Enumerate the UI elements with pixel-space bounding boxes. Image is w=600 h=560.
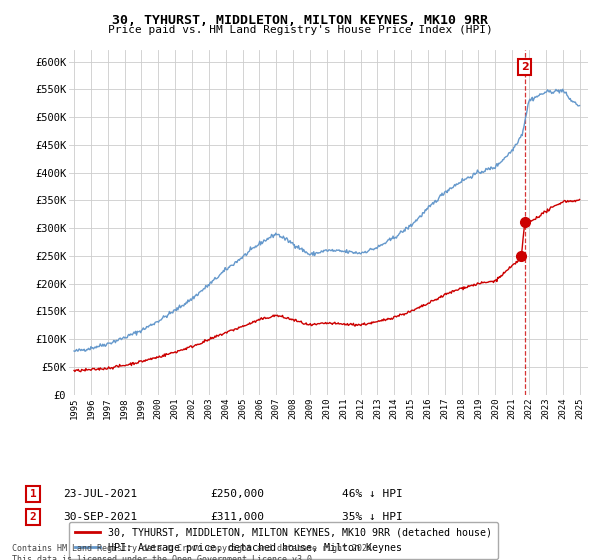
Legend: 30, TYHURST, MIDDLETON, MILTON KEYNES, MK10 9RR (detached house), HPI: Average p: 30, TYHURST, MIDDLETON, MILTON KEYNES, M… bbox=[69, 521, 498, 558]
Text: 30, TYHURST, MIDDLETON, MILTON KEYNES, MK10 9RR: 30, TYHURST, MIDDLETON, MILTON KEYNES, M… bbox=[112, 14, 488, 27]
Text: Contains HM Land Registry data © Crown copyright and database right 2024.
This d: Contains HM Land Registry data © Crown c… bbox=[12, 544, 377, 560]
Text: 2: 2 bbox=[521, 62, 529, 72]
Text: £311,000: £311,000 bbox=[210, 512, 264, 522]
Text: 30-SEP-2021: 30-SEP-2021 bbox=[63, 512, 137, 522]
Text: 2: 2 bbox=[29, 512, 37, 522]
Text: 35% ↓ HPI: 35% ↓ HPI bbox=[342, 512, 403, 522]
Text: 1: 1 bbox=[29, 489, 37, 499]
Text: 23-JUL-2021: 23-JUL-2021 bbox=[63, 489, 137, 499]
Text: £250,000: £250,000 bbox=[210, 489, 264, 499]
Text: Price paid vs. HM Land Registry's House Price Index (HPI): Price paid vs. HM Land Registry's House … bbox=[107, 25, 493, 35]
Text: 46% ↓ HPI: 46% ↓ HPI bbox=[342, 489, 403, 499]
